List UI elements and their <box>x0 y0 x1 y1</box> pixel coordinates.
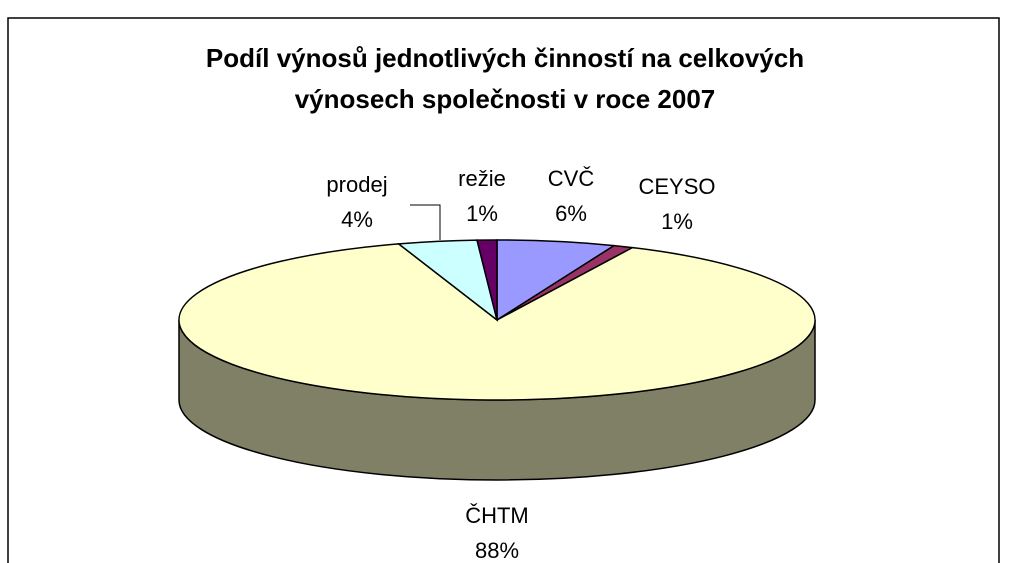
chart-title: Podíl výnosů jednotlivých činností na ce… <box>206 43 804 73</box>
slice-value-label: 1% <box>466 201 498 226</box>
slice <box>178 243 816 401</box>
chart-title: výnosech společnosti v roce 2007 <box>295 84 716 114</box>
leader-line <box>410 204 441 240</box>
slice <box>496 239 617 322</box>
slice-value-label: 4% <box>341 207 373 232</box>
slice <box>476 239 498 321</box>
slice-label: režie <box>458 166 506 191</box>
slice-label: prodej <box>326 172 387 197</box>
slice-value-label: 6% <box>555 201 587 226</box>
slice-label: CEYSO <box>638 174 715 199</box>
slice-value-label: 1% <box>661 209 693 234</box>
slice-value-label: 88% <box>475 538 519 563</box>
slice-label: CVČ <box>548 166 595 191</box>
slice-label: ČHTM <box>465 503 529 528</box>
